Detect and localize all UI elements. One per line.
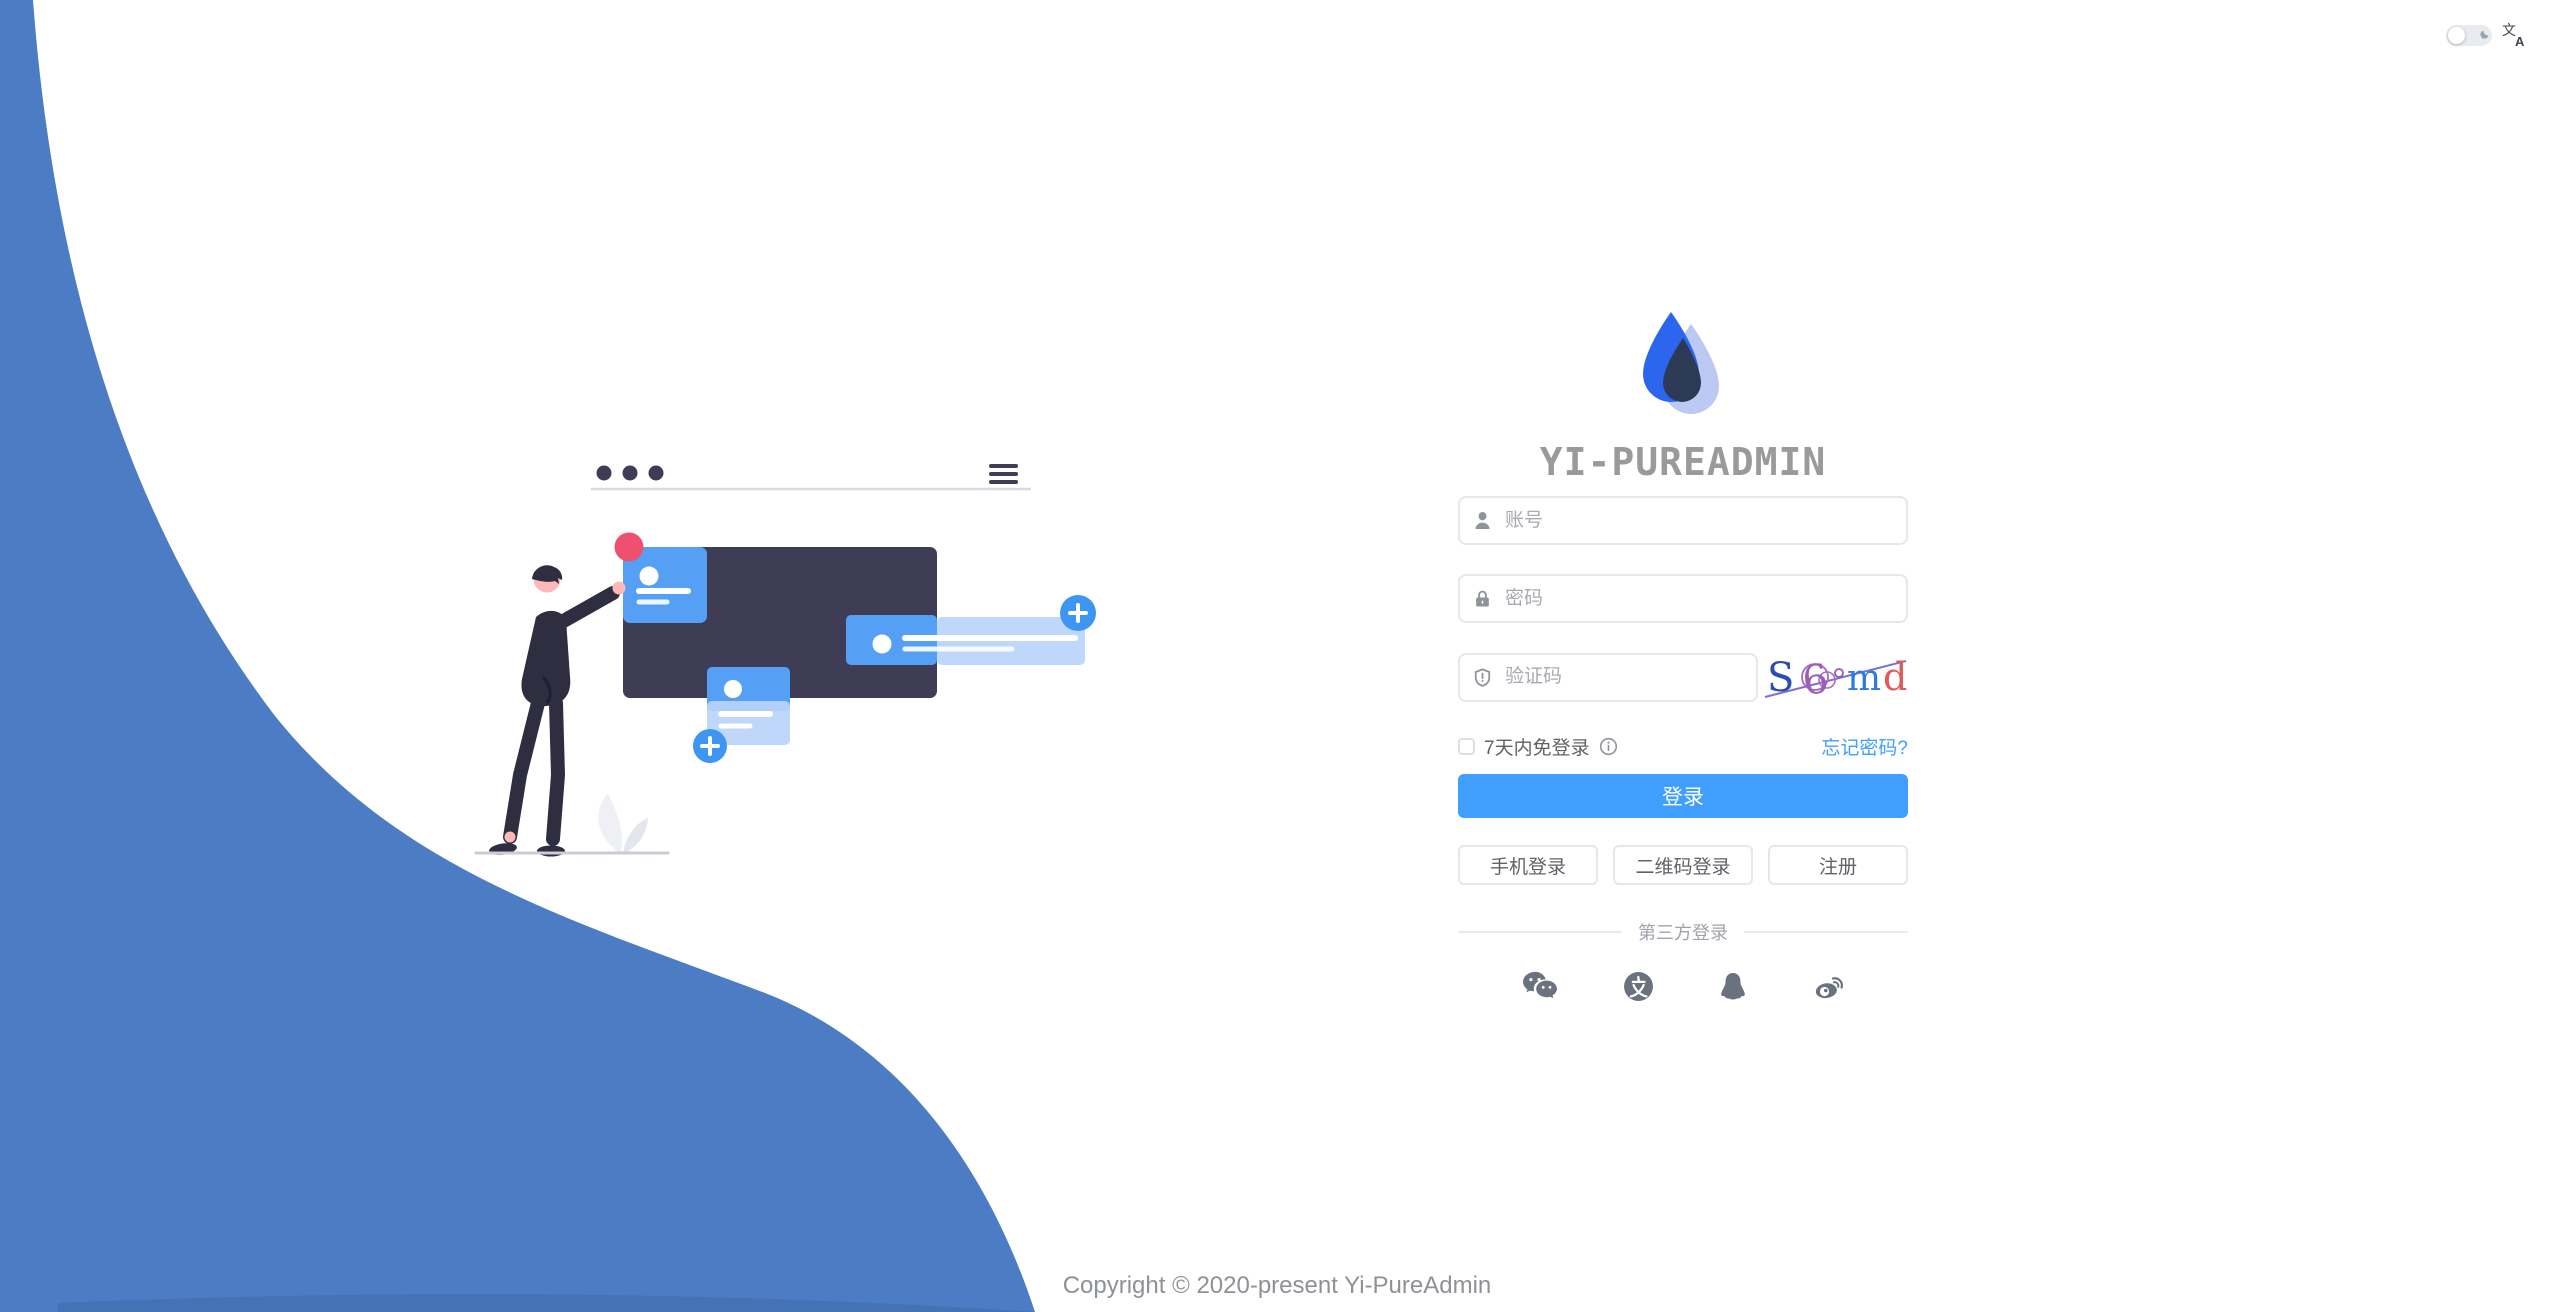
wechat-icon[interactable] [1521,970,1559,1002]
password-input[interactable] [1503,586,1893,611]
alt-login-row: 手机登录 二维码登录 注册 [1458,845,1908,885]
hero-illustration [474,464,1096,857]
qq-icon[interactable] [1718,971,1748,1002]
weibo-icon[interactable] [1812,971,1845,1001]
toggle-knob [2448,27,2465,44]
svg-text:d: d [1883,655,1907,699]
notification-badge [614,532,644,562]
remember-label: 7天内免登录 [1484,738,1590,759]
svg-text:S: S [1767,655,1794,701]
forgot-password-link[interactable]: 忘记密码? [1821,738,1908,759]
user-icon [1475,511,1490,529]
shield-icon [1474,667,1491,687]
logo-drop-icon [1643,312,1719,414]
username-input[interactable] [1503,508,1893,533]
captcha-row: S 6 m d [1458,652,1908,702]
leaf-decoration [598,793,648,852]
browser-dots-icon [596,465,664,481]
svg-text:m: m [1847,658,1881,699]
copyright-text: Copyright © 2020-present Yi-PureAdmin [1062,1272,1492,1299]
captcha-input[interactable] [1503,665,1743,689]
background-wave [0,0,1035,1312]
login-button[interactable]: 登录 [1458,774,1908,818]
phone-login-button[interactable]: 手机登录 [1458,845,1598,885]
plus-badge-icon [693,729,727,763]
remember-row: 7天内免登录 忘记密码? [1458,733,1908,760]
dark-mode-toggle[interactable] [2446,25,2492,46]
remember-checkbox-label[interactable]: 7天内免登录 [1458,733,1618,760]
alipay-icon[interactable] [1623,971,1654,1002]
captcha-field-wrapper [1458,652,1758,702]
qrcode-login-button[interactable]: 二维码登录 [1613,845,1753,885]
app-title: YI-PUREADMIN [1539,440,1827,484]
social-login-row [1458,970,1908,1002]
plus-badge-icon [1060,595,1096,631]
hamburger-icon [989,464,1018,484]
captcha-image[interactable]: S 6 m d [1763,652,1908,702]
divider-label: 第三方登录 [1622,923,1744,943]
svg-text:A: A [2515,34,2525,48]
third-party-divider: 第三方登录 [1458,919,1908,943]
info-icon[interactable] [1599,737,1618,756]
username-field-wrapper [1458,496,1908,545]
moon-icon [2480,30,2489,39]
password-field-wrapper [1458,574,1908,623]
login-panel: YI-PUREADMIN [1458,312,1908,1002]
translate-icon[interactable]: 文 A [2502,22,2528,48]
svg-text:文: 文 [2502,22,2516,38]
lock-icon [1476,590,1489,607]
person-figure [489,565,626,857]
register-button[interactable]: 注册 [1768,845,1908,885]
remember-checkbox[interactable] [1458,738,1475,755]
